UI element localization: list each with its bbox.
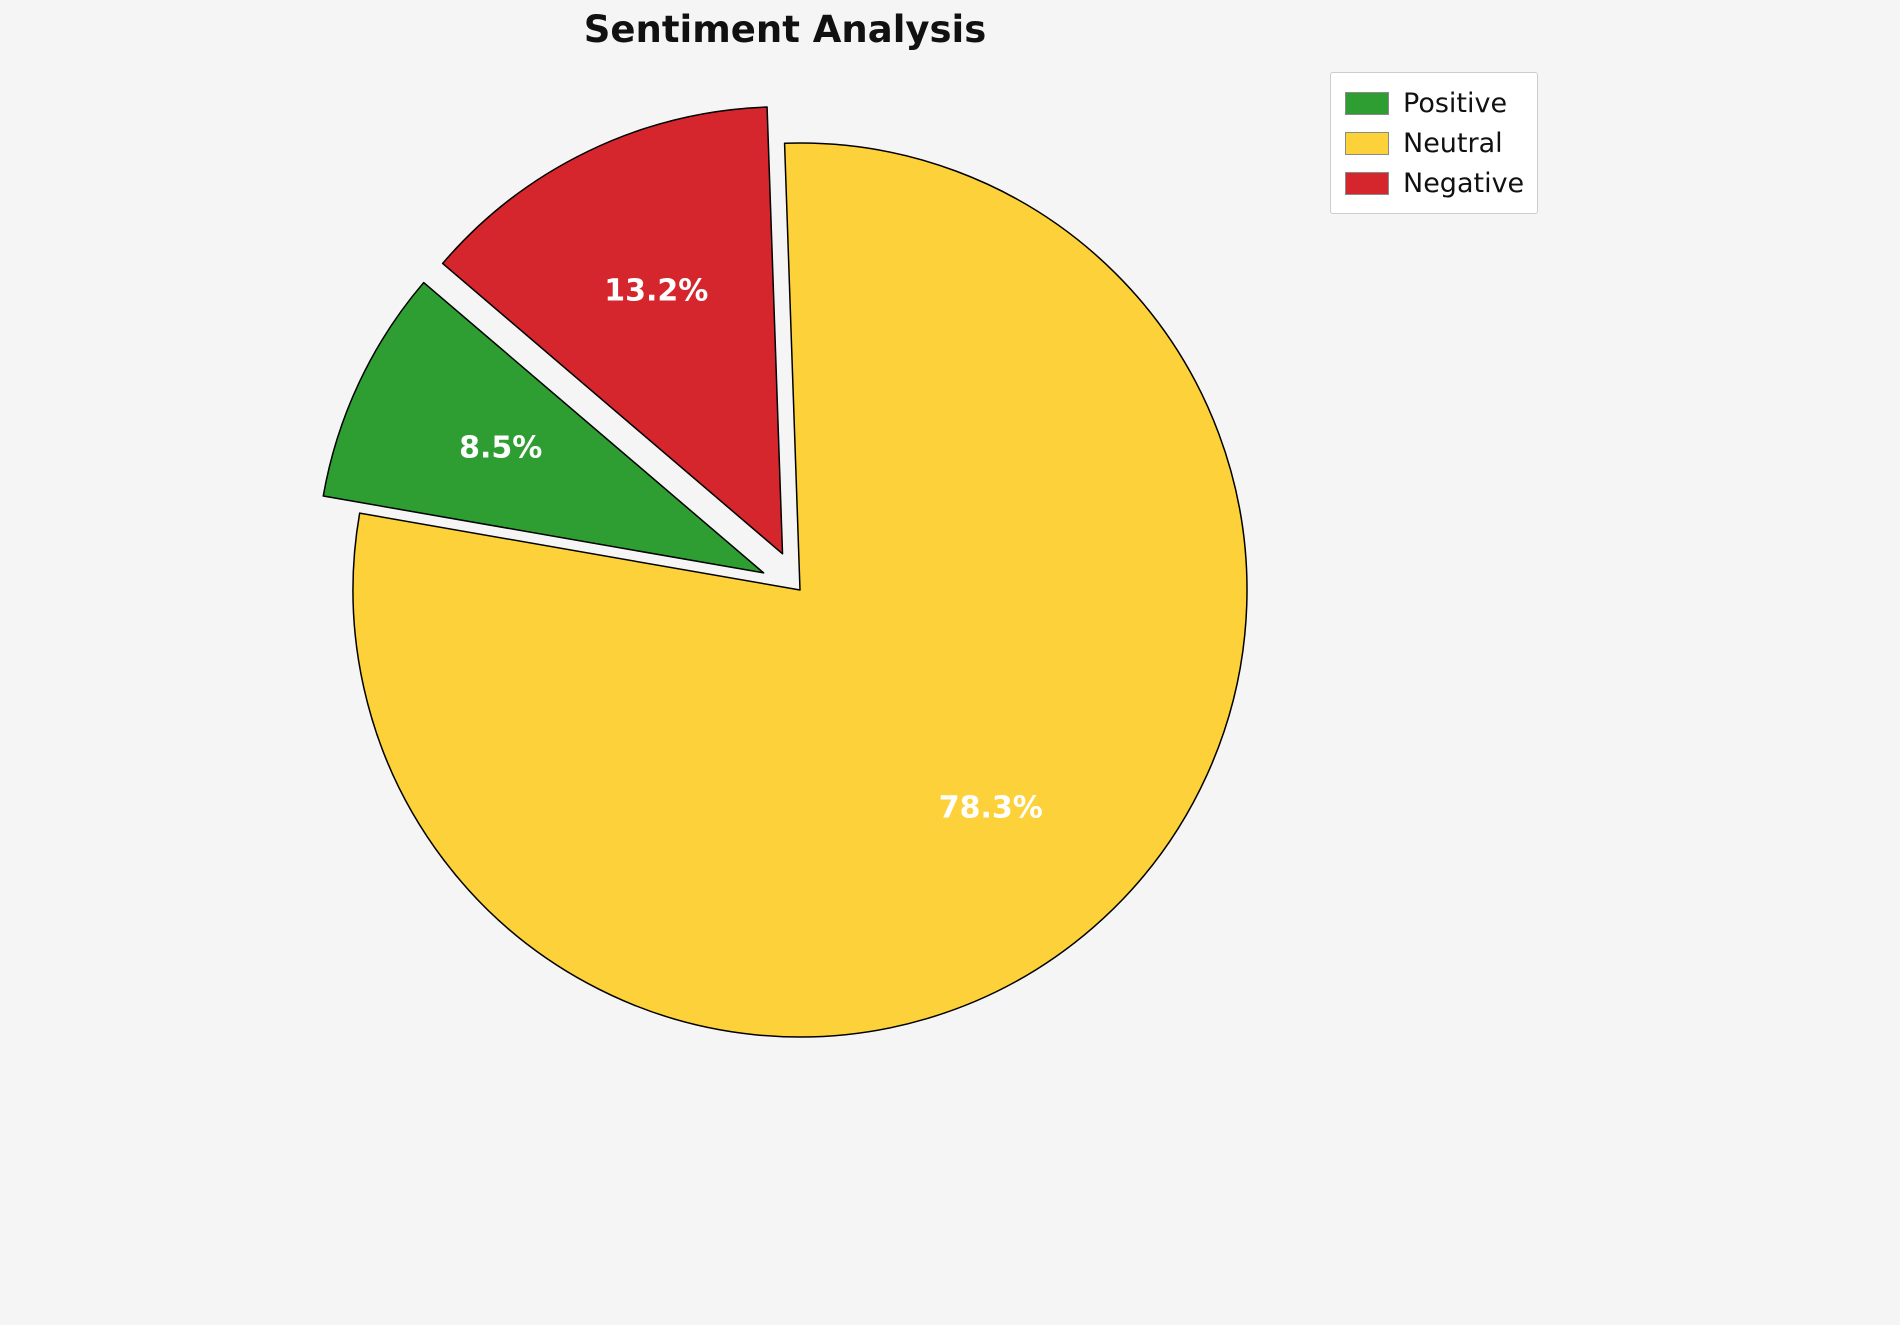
legend: Positive Neutral Negative — [1330, 72, 1538, 214]
legend-item: Neutral — [1345, 123, 1523, 163]
pie-slice-neutral — [352, 142, 1248, 1038]
pie-slice-negative — [441, 106, 784, 555]
pct-label-positive: 8.5% — [459, 431, 542, 466]
pie-slice-positive — [322, 281, 765, 574]
pct-label-negative: 13.2% — [604, 274, 708, 309]
legend-label-positive: Positive — [1403, 87, 1508, 119]
legend-item: Negative — [1345, 163, 1525, 203]
legend-label-negative: Negative — [1403, 167, 1525, 199]
legend-swatch-positive — [1345, 91, 1389, 115]
legend-swatch-negative — [1345, 171, 1389, 195]
legend-swatch-neutral — [1345, 131, 1389, 155]
chart-title: Sentiment Analysis — [583, 8, 987, 51]
pct-label-neutral: 78.3% — [939, 791, 1043, 826]
legend-item: Positive — [1345, 83, 1523, 123]
legend-label-neutral: Neutral — [1403, 127, 1503, 159]
